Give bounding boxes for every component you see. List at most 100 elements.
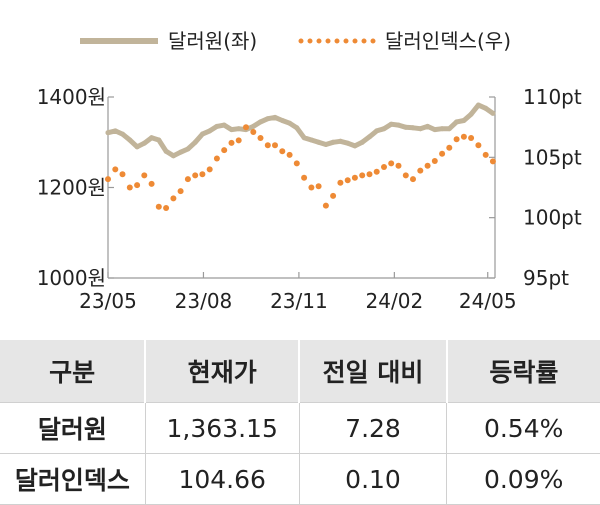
usdkrw-point [156,137,162,143]
usdkrw-point [163,148,169,154]
usdkrw-point [403,124,409,130]
legend-label-dxy: 달러인덱스(우) [385,29,511,53]
dxy-point [279,148,286,155]
dxy-point [381,164,387,170]
usdkrw-point [367,134,372,140]
dxy-point [272,142,278,149]
dxy-point [105,176,111,183]
usdkrw-point [105,130,111,136]
row-change: 0.10 [299,453,448,505]
dxy-point [228,139,235,146]
usdkrw-point [120,131,125,137]
left-axis-tick-label: 1200원 [37,176,106,200]
dxy-point [373,168,380,175]
usdkrw-point [134,144,140,150]
usdkrw-point [221,122,227,128]
usdkrw-point [337,138,343,144]
dxy-point [388,160,395,167]
usdkrw-point [301,135,307,141]
usdkrw-point [279,118,285,123]
usdkrw-point [127,137,133,143]
dxy-point [119,171,126,178]
usdkrw-point [272,114,278,120]
dxy-point [351,174,358,181]
row-price: 104.66 [145,453,300,505]
legend-label-usdkrw: 달러원(좌) [168,29,257,53]
row-price: 1,363.15 [145,402,300,454]
dxy-point [184,176,191,183]
header-rate: 등락률 [446,340,600,403]
dxy-point [402,172,409,179]
dxy-point [221,147,228,154]
dxy-point [177,188,184,195]
row-rate: 0.54% [446,402,600,454]
usdkrw-point [381,126,387,132]
dxy-point [322,202,329,209]
price-summary-table: 구분 현재가 전일 대비 등락률 달러원 1,363.15 7.28 0.54%… [0,340,600,505]
usdkrw-point [475,102,481,108]
usdkrw-point [446,126,452,132]
usdkrw-point [214,123,220,129]
dxy-point [155,203,162,210]
x-axis-tick-label: 23/11 [270,289,328,313]
plot-series [105,102,496,211]
usdkrw-point [170,153,176,159]
dxy-point [286,151,293,158]
dxy-point [192,172,199,179]
header-category: 구분 [0,340,147,403]
table-row: 달러인덱스 104.66 0.10 0.09% [0,453,600,505]
dxy-point [301,174,308,181]
usdkrw-point [410,125,416,131]
usdkrw-point [316,139,322,145]
table-row: 달러원 1,363.15 7.28 0.54% [0,402,600,454]
header-change: 전일 대비 [299,340,448,403]
dxy-point [431,158,438,164]
dxy-point [315,183,322,190]
dxy-point [482,151,489,158]
dxy-point [366,171,373,178]
dxy-point [410,176,416,183]
right-axis-tick-label: 105pt [523,145,582,169]
right-axis-tick-label: 95pt [523,266,569,290]
usdkrw-point [178,149,184,155]
usdkrw-point [483,105,489,111]
usdkrw-point [149,135,155,141]
dxy-point [293,160,300,167]
row-name: 달러인덱스 [0,453,146,505]
dxy-point [446,144,453,151]
row-change: 7.28 [299,402,448,454]
exchange-rate-chart: 달러원(좌) 달러인덱스(우) 1000원 1200원 1400원 95pt 100pt… [37,29,582,313]
usdkrw-point [425,123,431,129]
x-axis-tick-label: 24/02 [366,289,424,313]
dxy-point [199,171,206,178]
dxy-point [235,137,242,144]
left-axis-tick-label: 1000원 [37,266,106,290]
dxy-point [344,177,351,184]
usdkrw-point [323,142,329,147]
dxy-point [213,155,220,162]
usdkrw-point [229,127,234,133]
dxy-point [257,135,264,141]
dxy-point [264,142,271,149]
usdkrw-point [396,122,401,128]
dxy-point [489,158,496,165]
usdkrw-point [468,111,474,117]
usdkrw-point [112,128,118,134]
dxy-point [148,180,155,187]
dxy-point [359,172,366,179]
right-axis-tick-label: 100pt [523,206,582,230]
dxy-point [126,184,133,191]
dxy-point [163,205,170,211]
dxy-point [134,182,141,189]
row-rate: 0.09% [446,453,600,505]
x-axis-tick-label: 23/08 [175,289,233,313]
dxy-point [337,179,344,186]
usdkrw-point [454,119,460,125]
left-axis-tick-label: 1400원 [37,85,106,109]
dxy-point [330,192,337,199]
usdkrw-point [490,110,496,116]
dxy-point [141,172,148,179]
x-axis-tick-label: 23/05 [79,289,137,313]
dxy-point [460,133,467,140]
row-name: 달러원 [0,402,146,454]
